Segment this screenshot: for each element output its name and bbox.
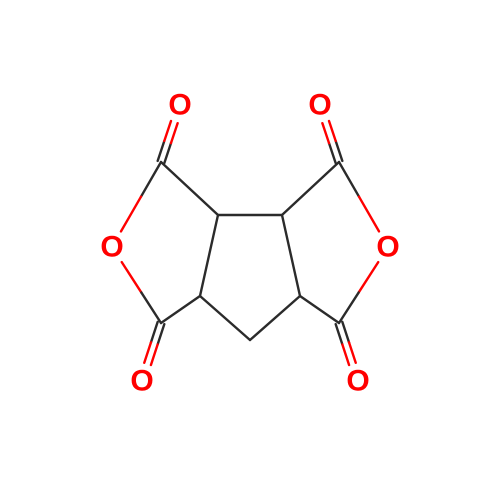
molecule-svg: O O O O O O [0,0,500,500]
atom-label-oxygen: O [130,365,153,398]
atom-label-oxygen: O [100,231,123,264]
atom-label-oxygen: O [376,231,399,264]
molecule-diagram: O O O O O O [0,0,500,500]
atom-label-oxygen: O [168,89,191,122]
atom-label-oxygen: O [308,89,331,122]
atom-label-oxygen: O [346,365,369,398]
